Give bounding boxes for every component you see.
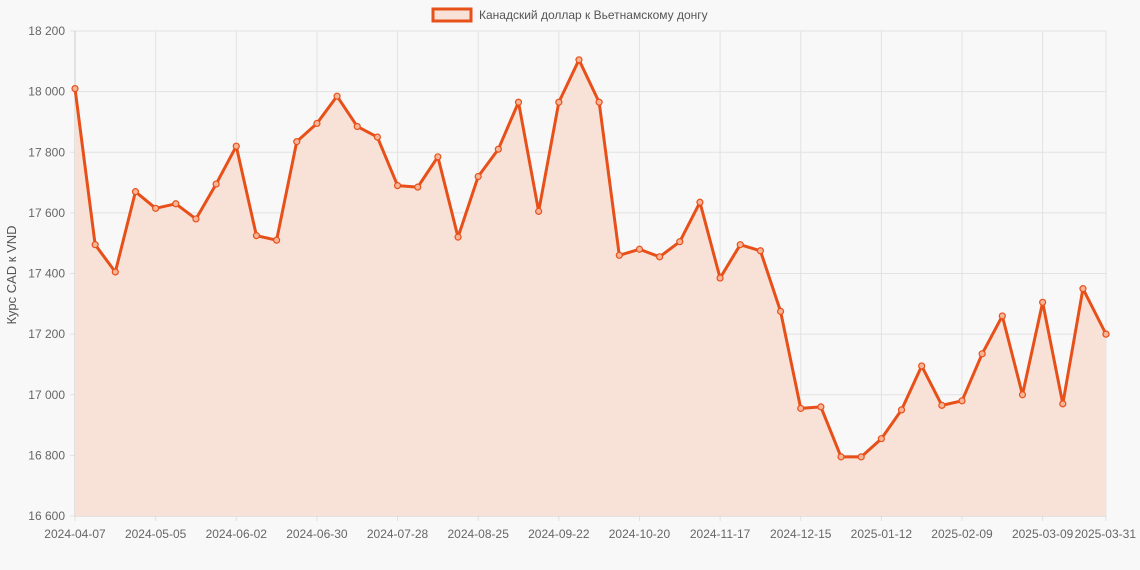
data-point[interactable] [353, 122, 361, 131]
data-point[interactable] [555, 98, 563, 106]
data-point[interactable] [716, 274, 724, 282]
data-point[interactable] [212, 180, 220, 188]
data-point[interactable] [1079, 285, 1087, 293]
data-point[interactable] [958, 397, 966, 405]
data-point[interactable] [897, 406, 906, 414]
x-tick-label: 2025-02-09 [931, 527, 993, 541]
y-tick-label: 18 000 [28, 85, 65, 99]
series-area [75, 59, 1106, 517]
legend-label: Канадский доллар к Вьетнамскому донгу [479, 8, 708, 22]
data-point[interactable] [837, 453, 845, 461]
x-tick-label: 2024-05-05 [125, 527, 187, 541]
data-point[interactable] [1039, 298, 1047, 306]
series-line-path [73, 58, 1108, 459]
y-tick-label: 18 200 [28, 24, 65, 38]
legend-swatch [431, 7, 473, 23]
data-point[interactable] [71, 84, 79, 93]
data-point[interactable] [293, 138, 301, 146]
data-point[interactable] [656, 253, 664, 261]
data-point[interactable] [797, 404, 805, 412]
x-tick-label: 2024-06-30 [286, 527, 348, 541]
data-point[interactable] [535, 207, 543, 215]
data-point[interactable] [635, 245, 644, 253]
data-point[interactable] [817, 403, 825, 411]
x-tick-label: 2024-12-15 [770, 527, 832, 541]
y-axis-title: Курс CAD к VND [4, 225, 19, 324]
data-point[interactable] [998, 312, 1006, 320]
data-point[interactable] [91, 241, 99, 249]
data-point[interactable] [494, 145, 502, 153]
data-point[interactable] [776, 307, 785, 315]
data-point[interactable] [877, 435, 885, 443]
data-point[interactable] [272, 236, 281, 244]
x-tick-label: 2025-03-09 [1012, 527, 1074, 541]
data-point[interactable] [696, 198, 704, 206]
x-tick-label: 2024-08-25 [447, 527, 509, 541]
x-tick-label: 2024-04-07 [44, 527, 106, 541]
y-tick-label: 17 800 [28, 145, 65, 159]
data-point[interactable] [978, 350, 986, 358]
y-tick-label: 17 200 [28, 327, 65, 341]
data-point[interactable] [1102, 330, 1110, 338]
x-tick-label: 2024-06-02 [206, 527, 268, 541]
y-tick-label: 16 600 [28, 509, 65, 523]
data-point[interactable] [676, 238, 684, 246]
data-point[interactable] [1059, 400, 1067, 408]
data-point[interactable] [393, 181, 402, 190]
data-point[interactable] [454, 233, 462, 241]
data-point[interactable] [474, 172, 482, 181]
data-point[interactable] [575, 56, 583, 64]
x-tick-label: 2025-01-12 [851, 527, 913, 541]
series-line [73, 58, 1108, 459]
legend[interactable]: Канадский доллар к Вьетнамскому донгу [431, 7, 708, 23]
data-point[interactable] [131, 188, 140, 196]
data-point[interactable] [172, 200, 180, 208]
y-tick-label: 16 800 [28, 448, 65, 462]
data-point[interactable] [1018, 391, 1027, 399]
data-point[interactable] [938, 401, 946, 409]
x-tick-label: 2024-10-20 [609, 527, 671, 541]
data-point[interactable] [615, 251, 623, 259]
data-point[interactable] [918, 362, 926, 370]
x-tick-label: 2024-07-28 [367, 527, 429, 541]
data-point[interactable] [736, 241, 744, 249]
x-tick-label: 2024-09-22 [528, 527, 590, 541]
data-point[interactable] [313, 119, 321, 128]
data-point[interactable] [232, 142, 240, 150]
data-point[interactable] [192, 215, 200, 223]
data-point[interactable] [434, 153, 442, 161]
data-point[interactable] [414, 183, 422, 191]
series-area-fill [75, 59, 1106, 517]
y-axis-ticks: 16 600 16 800 17 000 17 200 17 400 17 600 17 8… [28, 24, 65, 523]
data-point[interactable] [333, 92, 341, 100]
x-axis-ticks: 2024-04-07 2024-05-05 2024-06-02 2024-06-30… [44, 527, 1136, 541]
y-tick-label: 17 400 [28, 267, 65, 281]
y-tick-label: 17 000 [28, 388, 65, 402]
x-tick-label: 2024-11-17 [690, 527, 751, 541]
data-point[interactable] [595, 98, 603, 106]
data-point[interactable] [514, 98, 523, 106]
data-point[interactable] [252, 232, 261, 240]
data-point[interactable] [857, 453, 865, 461]
data-point[interactable] [756, 247, 765, 255]
data-point[interactable] [152, 204, 160, 212]
x-tick-label: 2025-03-31 [1075, 527, 1137, 541]
series-points [71, 56, 1110, 461]
data-point[interactable] [111, 268, 119, 276]
data-point[interactable] [373, 133, 381, 141]
y-tick-label: 17 600 [28, 206, 65, 220]
